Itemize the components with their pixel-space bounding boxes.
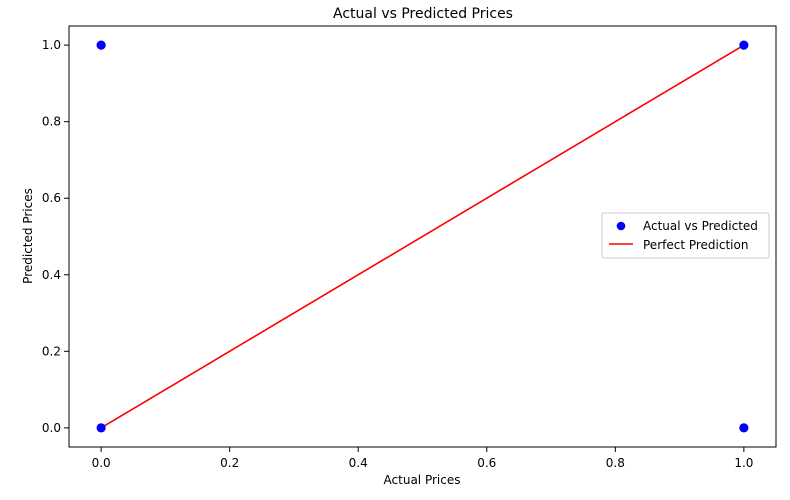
legend-box	[601, 212, 770, 259]
legend-marker-actual-vs-predicted	[616, 221, 626, 231]
x-tick-label: 0.2	[220, 456, 239, 470]
legend: Actual vs Predicted Perfect Prediction	[601, 212, 770, 259]
y-tick-label: 0.2	[42, 344, 61, 358]
x-tick-label: 1.0	[734, 456, 753, 470]
x-axis: 0.0 0.2 0.4 0.6 0.8 1.0	[92, 447, 753, 470]
x-tick-label: 0.0	[92, 456, 111, 470]
scatter-point	[96, 40, 106, 50]
scatter-point	[739, 40, 749, 50]
series-layer	[96, 40, 749, 433]
scatter-point	[96, 423, 106, 433]
y-axis: 0.0 0.2 0.4 0.6 0.8 1.0	[42, 38, 69, 435]
y-tick-label: 0.4	[42, 268, 61, 282]
x-tick-label: 0.4	[349, 456, 368, 470]
legend-label-actual-vs-predicted: Actual vs Predicted	[643, 219, 758, 233]
x-tick-label: 0.6	[477, 456, 496, 470]
y-axis-label: Predicted Prices	[21, 188, 35, 284]
x-tick-label: 0.8	[606, 456, 625, 470]
chart-title: Actual vs Predicted Prices	[333, 6, 513, 22]
x-axis-label: Actual Prices	[384, 473, 461, 487]
y-tick-label: 1.0	[42, 38, 61, 52]
y-tick-label: 0.8	[42, 115, 61, 129]
y-tick-label: 0.0	[42, 421, 61, 435]
scatter-point	[739, 423, 749, 433]
perfect-prediction-line	[100, 44, 745, 429]
legend-label-perfect-prediction: Perfect Prediction	[643, 238, 748, 252]
y-tick-label: 0.6	[42, 191, 61, 205]
